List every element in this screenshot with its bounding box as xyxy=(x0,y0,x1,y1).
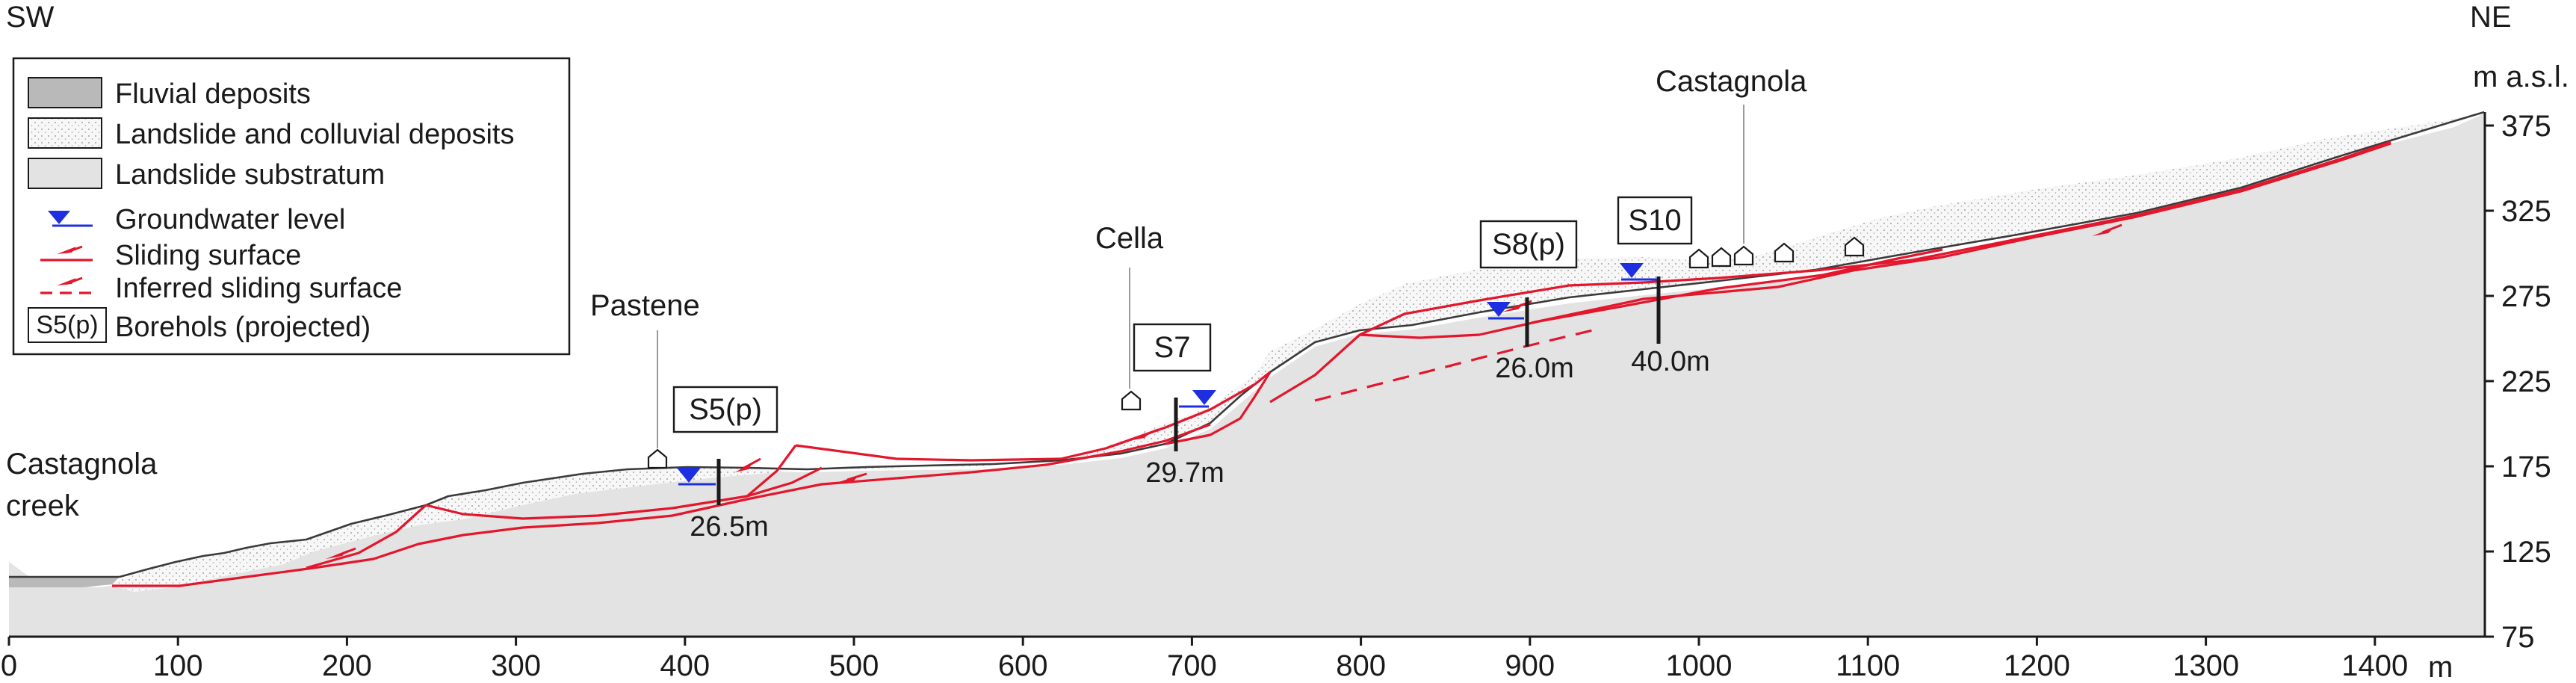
house-icon xyxy=(1121,390,1142,411)
y-axis-unit: m a.s.l. xyxy=(2473,61,2569,93)
legend-swatch-fluvial xyxy=(28,77,102,108)
x-tick-label: 1200 xyxy=(2004,649,2070,682)
house-icon xyxy=(1844,236,1865,257)
substratum-area xyxy=(9,114,2484,637)
legend-label-sliding: Sliding surface xyxy=(115,240,301,271)
orientation-ne: NE xyxy=(2470,1,2512,34)
inferred-sliding-surface xyxy=(1314,327,1600,402)
borehole-s8p-depth: 26.0m xyxy=(1495,353,1574,384)
groundwater-icon xyxy=(1192,390,1216,405)
legend-label-groundwater: Groundwater level xyxy=(115,204,345,235)
borehole-s10-depth: 40.0m xyxy=(1631,346,1710,377)
legend-borehole-box xyxy=(28,307,107,343)
borehole-s8p: S8(p) 26.0m xyxy=(1479,220,1578,384)
sliding-surface-s8-block xyxy=(1359,248,1943,339)
place-cella: Cella xyxy=(1095,222,1164,255)
sliding-surface-upper-west xyxy=(306,504,427,569)
x-tick-label: 1100 xyxy=(1836,649,1900,682)
place-pastene: Pastene xyxy=(590,289,700,322)
legend-label-colluvial: Landslide and colluvial deposits xyxy=(115,119,514,150)
borehole-s7-depth: 29.7m xyxy=(1145,457,1224,489)
y-tick-label: 175 xyxy=(2501,451,2551,483)
house-icon xyxy=(647,448,668,469)
place-castagnola: Castagnola xyxy=(1656,65,1807,98)
x-tick-label: 1400 xyxy=(2341,649,2408,682)
y-tick-label: 225 xyxy=(2501,365,2551,398)
y-tick-label: 375 xyxy=(2501,110,2551,143)
topographic-profile xyxy=(119,111,2485,578)
house-icon xyxy=(1774,242,1795,263)
legend-label-fluvial: Fluvial deposits xyxy=(115,78,311,110)
legend-groundwater-icon xyxy=(48,211,70,224)
colluvial-deposits-area xyxy=(105,115,2477,592)
sliding-surface-body-west xyxy=(425,466,823,520)
sliding-arrows xyxy=(326,223,2123,559)
x-tick-label: 800 xyxy=(1336,649,1386,682)
borehole-s10: S10 40.0m xyxy=(1617,196,1710,377)
orientation-sw: SW xyxy=(6,1,55,34)
x-tick-label: 100 xyxy=(153,649,203,682)
house-icon xyxy=(1733,245,1754,266)
legend-sliding-arrow-icon xyxy=(57,247,76,254)
groundwater-icon xyxy=(677,468,701,483)
sliding-surface-cella xyxy=(1165,371,1272,445)
sliding-surface-upper-main xyxy=(1269,140,2391,404)
legend-swatch-substratum xyxy=(28,158,102,189)
sliding-surface-lower-west xyxy=(112,423,1211,587)
house-icons xyxy=(647,236,1865,469)
borehole-s5p: S5(p) 26.5m xyxy=(672,386,778,543)
borehole-s8p-label: S8(p) xyxy=(1492,228,1565,261)
y-tick-label: 75 xyxy=(2501,621,2535,654)
x-tick-label: 0 xyxy=(1,649,17,682)
borehole-s5p-label: S5(p) xyxy=(689,393,762,426)
place-castagnola-creek-1: Castagnola xyxy=(6,448,158,480)
x-tick-label: 900 xyxy=(1505,649,1555,682)
legend: Fluvial deposits Landslide and colluvial… xyxy=(12,57,571,356)
borehole-s7: S7 29.7m xyxy=(1133,323,1224,489)
sliding-surface-middle xyxy=(795,371,1271,462)
legend-swatch-colluvial xyxy=(28,117,102,149)
legend-label-substratum: Landslide substratum xyxy=(115,159,385,191)
x-tick-label: 200 xyxy=(322,649,372,682)
groundwater-icon xyxy=(1620,263,1644,278)
y-tick-label: 325 xyxy=(2501,195,2551,228)
x-tick-label: 600 xyxy=(998,649,1048,682)
fluvial-deposits-area xyxy=(9,577,120,587)
legend-frame xyxy=(12,57,571,356)
borehole-s5p-depth: 26.5m xyxy=(690,511,769,543)
legend-label-inferred: Inferred sliding surface xyxy=(115,273,402,304)
legend-borehole-sample: S5(p) xyxy=(36,311,98,339)
x-tick-label: 400 xyxy=(660,649,710,682)
borehole-s7-label: S7 xyxy=(1154,331,1191,364)
x-axis-ticks: 0 100 200 300 400 500 600 700 800 900 1000 1100 1200… xyxy=(1,637,2408,682)
y-tick-label: 125 xyxy=(2501,536,2551,569)
y-axis-ticks: 375 325 275 225 175 125 75 xyxy=(2485,110,2551,654)
sliding-surface-pastene-scarp xyxy=(746,445,797,498)
house-icon xyxy=(1711,247,1732,268)
x-tick-label: 1000 xyxy=(1666,649,1733,682)
x-tick-label: 300 xyxy=(491,649,541,682)
y-tick-label: 275 xyxy=(2501,280,2551,313)
groundwater-icon xyxy=(1487,302,1511,317)
x-tick-label: 700 xyxy=(1167,649,1217,682)
x-tick-label: 500 xyxy=(829,649,879,682)
x-tick-label: 1300 xyxy=(2173,649,2239,682)
borehole-s10-label: S10 xyxy=(1628,204,1681,237)
house-icon xyxy=(1688,248,1709,269)
place-castagnola-creek-2: creek xyxy=(6,489,80,522)
legend-label-borehole: Borehols (projected) xyxy=(115,312,371,343)
sliding-surface-deep-upslope xyxy=(1531,142,2391,324)
x-axis-unit: m xyxy=(2428,651,2453,683)
legend-inferred-arrow-icon xyxy=(57,278,76,285)
